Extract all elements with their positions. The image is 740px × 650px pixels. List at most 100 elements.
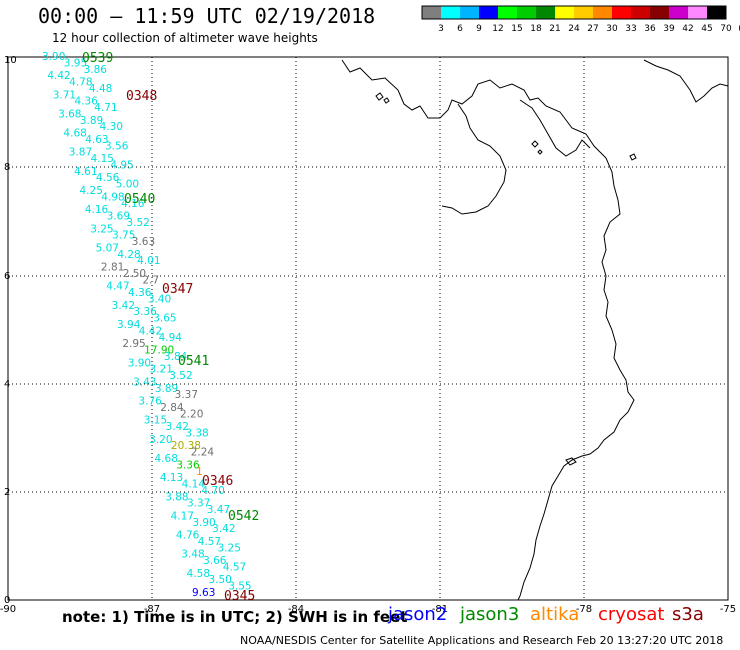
yucatan-east-coast	[519, 99, 591, 157]
wave-height-value: 4.42	[139, 325, 162, 337]
wave-height-value: 4.78	[69, 77, 92, 89]
wave-height-value: 3.48	[181, 549, 204, 561]
wave-height-value: 3.21	[150, 364, 173, 376]
wave-height-value: 3.37	[187, 498, 210, 510]
wave-height-value: 3.90	[42, 51, 65, 63]
wave-height-value: 4.57	[223, 561, 246, 573]
wave-height-value: 20.38	[171, 440, 201, 452]
legend-swatch	[460, 6, 479, 19]
wave-height-value: 2.81	[101, 262, 124, 274]
y-tick-label: 4	[4, 379, 10, 390]
wave-height-value: 3.42	[112, 300, 135, 312]
wave-height-value: 4.14	[182, 479, 206, 491]
x-tick-label: -78	[576, 604, 592, 615]
legend-label: 9	[476, 24, 482, 34]
wave-height-value: 4.48	[89, 83, 112, 95]
wave-height-value: 4.36	[75, 96, 99, 108]
y-tick-label: 0	[4, 595, 10, 606]
wave-height-value: 3.90	[128, 357, 151, 369]
legend-label: 24	[568, 24, 580, 34]
wave-height-value: 3.66	[203, 555, 227, 567]
legend-label: (ft)	[738, 24, 740, 34]
legend-label: 42	[682, 24, 693, 34]
x-tick-label: -90	[0, 604, 16, 615]
satellite-legend-item: cryosat	[598, 604, 665, 625]
y-tick-label: 10	[4, 55, 17, 66]
wave-height-value: 3.52	[169, 370, 192, 382]
wave-height-value: 4.13	[160, 472, 183, 484]
x-axis-ticks: -90 -87 -84 -81 -78 -75	[0, 604, 736, 615]
wave-height-value: 3.42	[212, 523, 235, 535]
wave-height-value: 3.94	[117, 319, 141, 331]
wave-height-value: 1	[196, 466, 203, 478]
wave-height-value: 4.16	[85, 204, 109, 216]
wave-height-value: 4.76	[176, 530, 200, 542]
x-tick-label: -84	[288, 604, 304, 615]
legend-swatch	[536, 6, 555, 19]
legend-label: 30	[606, 24, 618, 34]
track-pass-label: 0540	[124, 192, 155, 207]
wave-height-value: 4.58	[187, 568, 210, 580]
y-tick-label: 6	[4, 271, 10, 282]
track-pass-label: 0541	[178, 354, 209, 369]
wave-height-value: 2.84	[160, 402, 184, 414]
wave-height-value: 9.63	[192, 587, 215, 599]
footer-credit: NOAA/NESDIS Center for Satellite Applica…	[240, 634, 724, 647]
wave-height-value: 4.63	[85, 134, 108, 146]
wave-height-value: 3.25	[90, 223, 113, 235]
wave-height-value: 4.95	[110, 159, 133, 171]
wave-height-value: 3.40	[148, 293, 171, 305]
legend-swatch	[422, 6, 441, 19]
wave-height-value: 4.25	[80, 185, 103, 197]
satellite-legend-item: altika	[530, 604, 580, 625]
footer-note: note: 1) Time is in UTC; 2) SWH is in fe…	[62, 608, 408, 626]
coastline	[341, 59, 635, 601]
wave-height-value: 3.76	[138, 396, 162, 408]
track-pass-label: 0345	[224, 589, 255, 604]
satellite-legend-item: jason2	[388, 604, 448, 625]
wave-height-value: 17.90	[144, 345, 174, 357]
wave-height-value: 4.16	[121, 198, 145, 210]
legend-swatch	[574, 6, 593, 19]
wave-height-value: 4.30	[100, 121, 123, 133]
wave-height-value: 4.17	[171, 510, 194, 522]
wave-height-value: 2.24	[191, 447, 215, 459]
wave-height-value: 3.36	[176, 459, 200, 471]
wave-height-value: 3.75	[112, 230, 135, 242]
wave-height-value: 3.65	[153, 313, 176, 325]
wave-height-value: 3.47	[207, 504, 230, 516]
legend-swatch	[612, 6, 631, 19]
track-pass-labels: 0539 0348 0540 0347 0541 0346 0542 0345	[82, 51, 259, 604]
wave-height-value: 3.55	[228, 581, 251, 593]
wave-height-value: 4.68	[155, 453, 178, 465]
wave-height-value: 4.68	[63, 128, 86, 140]
y-axis-ticks: 0 2 4 6 8 10	[4, 55, 17, 606]
legend-swatch	[555, 6, 574, 19]
grid-lines	[8, 57, 728, 600]
wave-height-value: 4.94	[159, 332, 183, 344]
legend-label: 70	[720, 24, 732, 34]
wave-height-values: 3.903.953.864.424.784.483.714.364.713.68…	[42, 51, 252, 599]
legend-label: 6	[457, 24, 463, 34]
cuba-fragment	[643, 59, 729, 103]
wave-height-value: 4.98	[101, 191, 124, 203]
wave-height-value: 3.84	[164, 351, 188, 363]
wave-height-value: 3.52	[126, 217, 149, 229]
x-tick-label: -81	[432, 604, 448, 615]
wave-height-value: 3.42	[166, 421, 189, 433]
legend-label: 15	[511, 24, 522, 34]
wave-height-value: 3.15	[144, 415, 167, 427]
legend-frame	[421, 5, 727, 20]
satellite-legend-item: s3a	[672, 604, 704, 625]
legend-swatch	[669, 6, 688, 19]
legend-swatch	[707, 6, 726, 19]
legend-swatch	[650, 6, 669, 19]
y-tick-label: 2	[4, 487, 10, 498]
wave-height-value: 5.07	[96, 242, 119, 254]
plot-frame	[7, 56, 729, 601]
legend-label: 45	[701, 24, 712, 34]
wave-height-value: 4.61	[74, 166, 97, 178]
wave-height-value: 3.37	[175, 389, 198, 401]
wave-height-value: 4.42	[47, 70, 70, 82]
